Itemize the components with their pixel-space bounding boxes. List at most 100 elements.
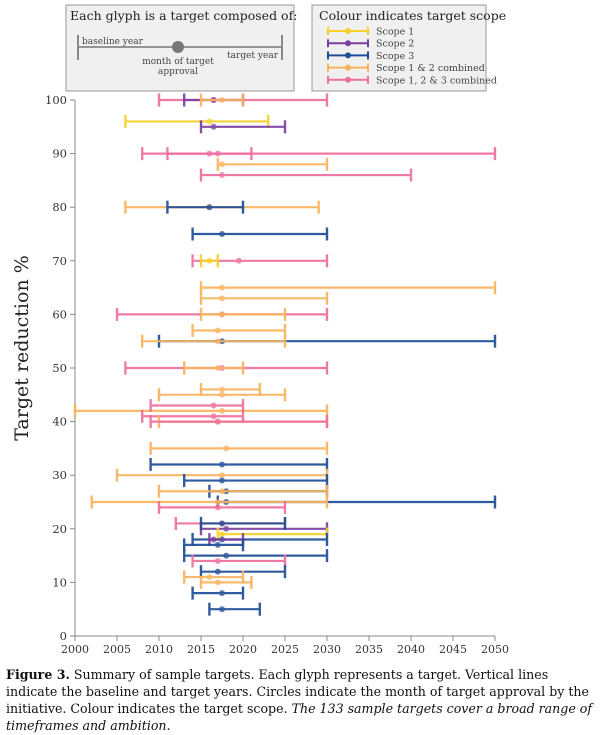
target-glyph: [199, 120, 287, 134]
glyph-legend: Each glyph is a target composed of: base…: [65, 4, 297, 92]
target-approval-dot: [214, 418, 221, 425]
target-approval-dot: [219, 477, 225, 484]
target-approval-dot: [214, 504, 221, 511]
scope-legend-entry: Scope 2: [327, 39, 414, 50]
scope-legend-label: Scope 1, 2 & 3 combined: [376, 75, 497, 86]
target-approval-dot: [219, 231, 225, 237]
target-approval-dot: [219, 391, 225, 398]
x-tick-label: 2025: [271, 643, 299, 656]
scope-legend-entry: Scope 3: [327, 51, 414, 62]
target-approval-dot: [223, 445, 230, 452]
target-glyph: [199, 168, 413, 182]
target-glyph: [216, 527, 329, 541]
legend-swatch-dot: [345, 40, 351, 47]
scope-legend: Colour indicates target scope Scope 1Sco…: [311, 4, 506, 92]
target-approval-dot: [235, 257, 242, 264]
target-approval-dot: [219, 97, 225, 103]
target-approval-dot: [223, 552, 230, 559]
target-approval-dot: [214, 150, 221, 157]
x-tick-label: 2030: [313, 643, 341, 656]
target-glyph: [199, 307, 287, 321]
legend-swatch-dot: [345, 52, 351, 59]
target-glyph: [199, 281, 497, 295]
x-tick-label: 2015: [187, 643, 215, 656]
target-approval-dot: [214, 499, 221, 505]
target-approval-dot: [219, 461, 225, 468]
scope-legend-label: Scope 2: [376, 39, 414, 50]
target-approval-dot: [219, 386, 225, 393]
scope-legend-label: Scope 3: [376, 51, 414, 62]
y-axis-label: Target reduction %: [11, 255, 33, 441]
x-tick-label: 2050: [481, 643, 509, 656]
target-approval-dot: [219, 488, 225, 495]
caption-label: Figure 3.: [6, 667, 70, 682]
scope-legend-box: [311, 4, 487, 92]
target-glyph: [166, 200, 245, 214]
target-approval-dot: [214, 579, 221, 586]
y-tick-label: 10: [52, 575, 67, 589]
target-approval-dot: [206, 118, 213, 125]
legend-swatch-dot: [345, 76, 351, 83]
scope-legend-label: Scope 1 & 2 combined: [376, 63, 485, 74]
figure-caption: Figure 3. Summary of sample targets. Eac…: [6, 666, 598, 734]
target-approval-dot: [214, 568, 221, 575]
x-tick-label: 2000: [61, 643, 89, 656]
target-approval-dot: [210, 536, 217, 543]
target-approval-dot: [210, 402, 217, 409]
target-glyph: [149, 415, 329, 429]
y-axis-ticks: 0 10 20 30 40 50 60 70 80 90 100: [45, 93, 75, 643]
glyph-legend-approval-label-1: month of target: [142, 57, 214, 67]
target-approval-dot: [219, 590, 225, 597]
target-glyph: [166, 147, 253, 161]
target-approval-dot: [206, 257, 213, 264]
y-tick-label: 40: [52, 415, 67, 429]
glyph-legend-approval-dot: [172, 41, 184, 53]
target-approval-dot: [210, 123, 217, 130]
glyph-legend-target-label: target year: [227, 51, 279, 61]
y-tick-label: 70: [52, 254, 67, 268]
target-glyph: [157, 484, 329, 498]
target-approval-dot: [219, 172, 225, 179]
y-tick-label: 90: [52, 147, 67, 161]
scope-legend-entry: Scope 1, 2 & 3 combined: [327, 75, 497, 86]
target-glyph: [149, 441, 329, 455]
glyph-legend-title: Each glyph is a target composed of:: [70, 8, 297, 23]
scope-legend-title: Colour indicates target scope: [319, 8, 506, 23]
y-tick-label: 0: [60, 629, 67, 643]
legend-swatch-dot: [345, 28, 351, 34]
scope-legend-entry: Scope 1 & 2 combined: [327, 63, 485, 74]
target-glyph: [199, 575, 253, 589]
target-glyph: [191, 586, 245, 600]
target-approval-dot: [219, 161, 225, 168]
target-approval-dot: [219, 606, 225, 613]
y-tick-label: 20: [52, 522, 67, 536]
targets-layer: [73, 93, 497, 616]
x-tick-label: 2045: [439, 643, 467, 656]
target-approval-dot: [219, 472, 225, 479]
target-approval-dot: [219, 284, 225, 291]
target-glyph: [208, 602, 261, 616]
target-approval-dot: [214, 365, 221, 371]
target-glyph: [157, 500, 287, 514]
glyph-legend-approval-label-2: approval: [158, 67, 198, 77]
target-glyph: [199, 516, 287, 530]
target-glyph: [199, 93, 245, 107]
target-glyph: [199, 254, 220, 268]
target-glyph: [191, 323, 287, 337]
target-glyph: [149, 399, 245, 413]
y-tick-label: 50: [52, 361, 67, 375]
scope-legend-label: Scope 1: [376, 27, 414, 38]
y-tick-label: 30: [52, 468, 67, 482]
y-tick-label: 60: [52, 307, 67, 321]
x-tick-label: 2020: [229, 643, 257, 656]
target-approval-dot: [210, 413, 217, 420]
x-tick-label: 2005: [103, 643, 131, 656]
legend-swatch-dot: [345, 64, 351, 71]
target-approval-dot: [206, 204, 213, 211]
target-approval-dot: [214, 557, 221, 564]
x-tick-label: 2040: [397, 643, 425, 656]
y-tick-label: 100: [45, 93, 67, 107]
caption-text: Summary of sample targets. Each glyph re…: [6, 667, 589, 716]
